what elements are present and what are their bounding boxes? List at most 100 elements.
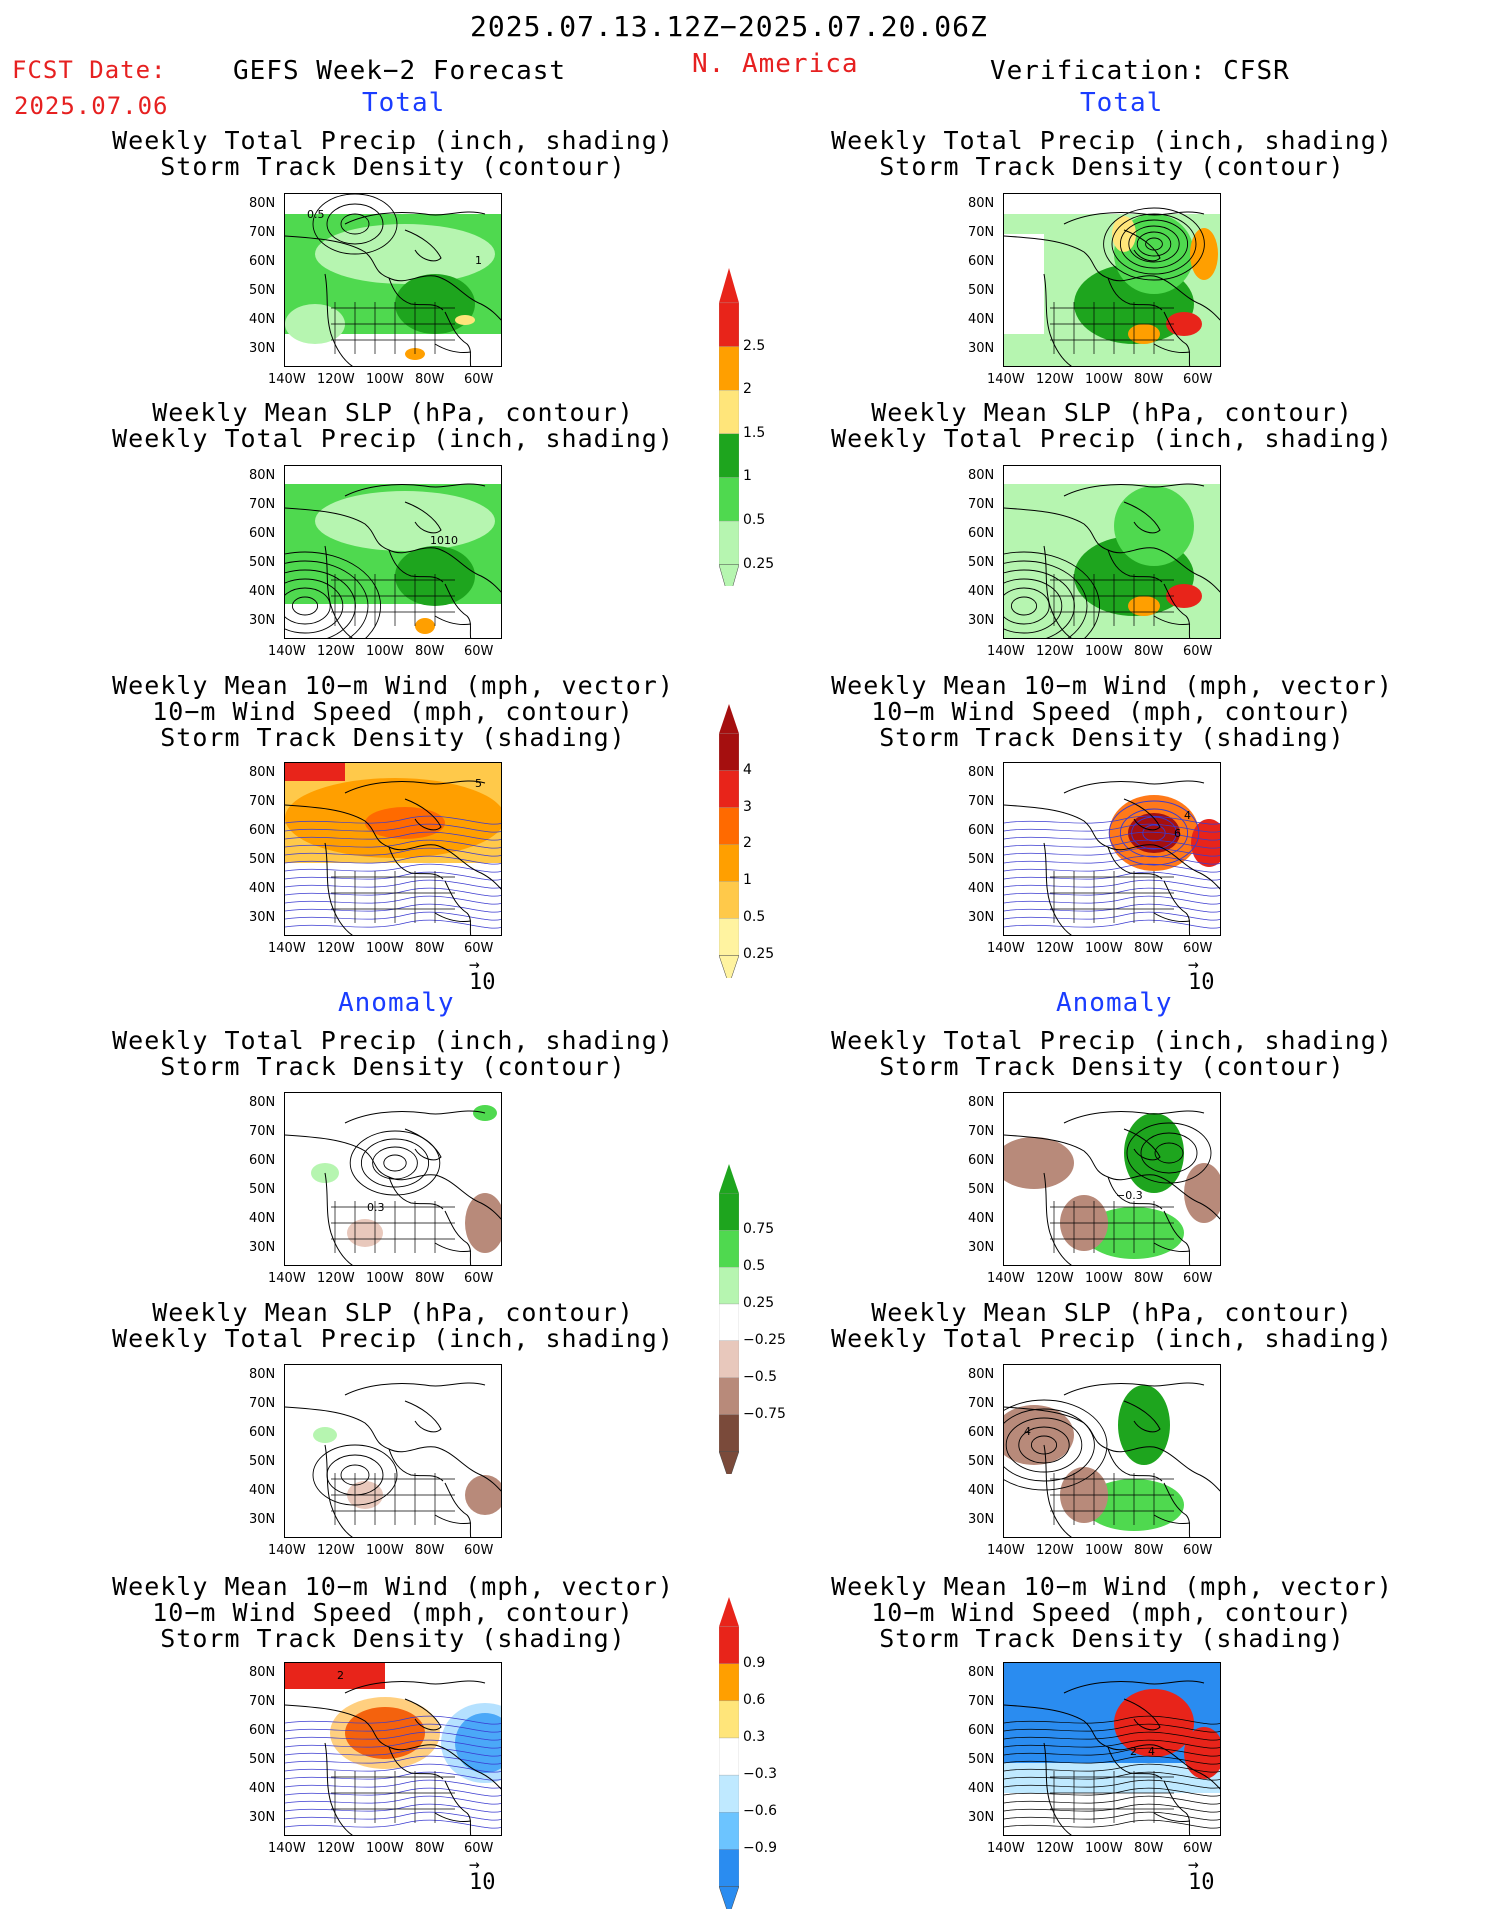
lat-tick-label: 60N xyxy=(968,526,995,541)
contour-line xyxy=(1004,551,1101,638)
wind-streamline xyxy=(285,1779,501,1789)
wind-streamline xyxy=(1004,1747,1220,1757)
fc-total-wind-title-line: 10−m Wind Speed (mph, contour) xyxy=(152,697,634,726)
wind-streamline xyxy=(1004,1723,1220,1733)
colorbar-label: −0.25 xyxy=(743,1331,786,1348)
lat-tick-label: 40N xyxy=(968,584,995,599)
state-borders xyxy=(331,871,455,923)
fc-anom-precip-title-line: Weekly Total Precip (inch, shading) xyxy=(112,1026,674,1055)
coastline xyxy=(324,1172,353,1265)
fc-anom-precip-map: 0.3 xyxy=(284,1092,502,1266)
fc-total-slp-title-line: Weekly Mean SLP (hPa, contour) xyxy=(152,398,634,427)
coastline xyxy=(324,842,353,935)
lon-tick-label: 140W xyxy=(987,1271,1025,1286)
shade-region xyxy=(1191,819,1220,867)
lat-tick-label: 70N xyxy=(968,1396,995,1411)
wind-streamline xyxy=(285,1787,501,1797)
shade-region xyxy=(313,1427,337,1443)
colorbar-track_total xyxy=(718,704,740,986)
contour-line xyxy=(1119,808,1189,858)
shade-region xyxy=(330,1697,440,1769)
colorbar-precip_total xyxy=(718,268,740,601)
colorbar-track_anom xyxy=(718,1597,740,1917)
lat-tick-label: 50N xyxy=(249,555,276,570)
colorbar-arrow-bottom xyxy=(718,955,740,986)
wind-streamline xyxy=(285,847,501,857)
coastline xyxy=(1123,1128,1161,1161)
coastline xyxy=(1153,343,1191,353)
contour-line xyxy=(1018,1426,1070,1464)
lat-tick-label: 50N xyxy=(249,852,276,867)
contour-line xyxy=(285,569,356,638)
lat-tick-label: 60N xyxy=(968,1425,995,1440)
coastline xyxy=(1107,277,1163,311)
contour-line xyxy=(326,203,384,245)
lon-tick-label: 60W xyxy=(1183,644,1213,659)
lat-tick-label: 70N xyxy=(968,1124,995,1139)
colorbar-segment xyxy=(718,1414,740,1452)
wind-streamline xyxy=(1004,855,1220,865)
lon-tick-label: 120W xyxy=(317,644,355,659)
wind-streamline xyxy=(1004,839,1220,849)
lat-tick-label: 50N xyxy=(968,852,995,867)
contour-line xyxy=(285,560,369,638)
contour-line xyxy=(1119,219,1189,269)
vf-anom-wind-title-line: Weekly Mean 10−m Wind (mph, vector) xyxy=(831,1572,1393,1601)
contour-label: 0.3 xyxy=(367,1201,385,1214)
wind-streamline xyxy=(1004,879,1220,889)
lon-tick-label: 140W xyxy=(268,644,306,659)
wind-streamline xyxy=(1004,919,1220,929)
lat-tick-label: 40N xyxy=(249,1483,276,1498)
fc-total-slp-map: 1010 xyxy=(284,465,502,639)
shade-region xyxy=(1112,216,1136,252)
colorbar-segment xyxy=(718,918,740,956)
coastline xyxy=(1107,1176,1163,1210)
lat-tick-label: 70N xyxy=(968,794,995,809)
wind-streamline xyxy=(285,855,501,865)
coastline xyxy=(1163,880,1191,935)
fc-total-precip-map: 0.5 1 xyxy=(284,193,502,367)
colorbar-label: 0.25 xyxy=(743,946,775,963)
state-borders xyxy=(331,1771,455,1823)
lat-tick-label: 40N xyxy=(249,312,276,327)
vector-reference-value: 10 xyxy=(1188,970,1215,995)
lat-tick-label: 80N xyxy=(249,1367,276,1382)
contour-label: 2 xyxy=(337,1669,344,1682)
lat-tick-label: 70N xyxy=(249,497,276,512)
colorbar-segment xyxy=(718,1737,740,1776)
colorbar-segment xyxy=(718,881,740,919)
coastline xyxy=(344,1110,486,1124)
lat-tick-label: 60N xyxy=(249,823,276,838)
coastline xyxy=(1123,229,1161,262)
contour-line xyxy=(1004,1408,1095,1482)
coastline xyxy=(404,1698,442,1731)
colorbar-label: −0.3 xyxy=(743,1766,777,1783)
wind-streamline xyxy=(1004,1803,1220,1813)
fc-total-wind-title-line: Weekly Mean 10−m Wind (mph, vector) xyxy=(112,671,674,700)
lat-tick-label: 50N xyxy=(968,1454,995,1469)
lat-tick-label: 40N xyxy=(249,584,276,599)
colorbar-label: 0.3 xyxy=(743,1729,766,1745)
coastline xyxy=(1004,1134,1220,1220)
lon-tick-label: 120W xyxy=(317,1543,355,1558)
lon-tick-label: 120W xyxy=(1036,1543,1074,1558)
colorbar-label: −0.9 xyxy=(743,1840,777,1857)
state-borders xyxy=(331,1201,455,1253)
coastline xyxy=(1043,1742,1072,1835)
lat-tick-label: 30N xyxy=(249,341,276,356)
section-total-left: Total xyxy=(362,88,446,118)
lat-tick-label: 30N xyxy=(968,1810,995,1825)
coastline xyxy=(1063,1680,1205,1694)
lon-tick-label: 120W xyxy=(317,1841,355,1856)
lat-tick-label: 30N xyxy=(968,613,995,628)
lat-tick-label: 50N xyxy=(249,1182,276,1197)
colorbar-label: −0.5 xyxy=(743,1368,777,1385)
coastline xyxy=(1153,615,1191,625)
lat-tick-label: 50N xyxy=(968,555,995,570)
coastline xyxy=(388,1746,444,1780)
wind-streamline xyxy=(1004,903,1220,913)
lon-tick-label: 60W xyxy=(1183,1543,1213,1558)
lon-tick-label: 60W xyxy=(1183,941,1213,956)
coastline xyxy=(1163,583,1191,638)
contour-line xyxy=(1136,231,1172,257)
